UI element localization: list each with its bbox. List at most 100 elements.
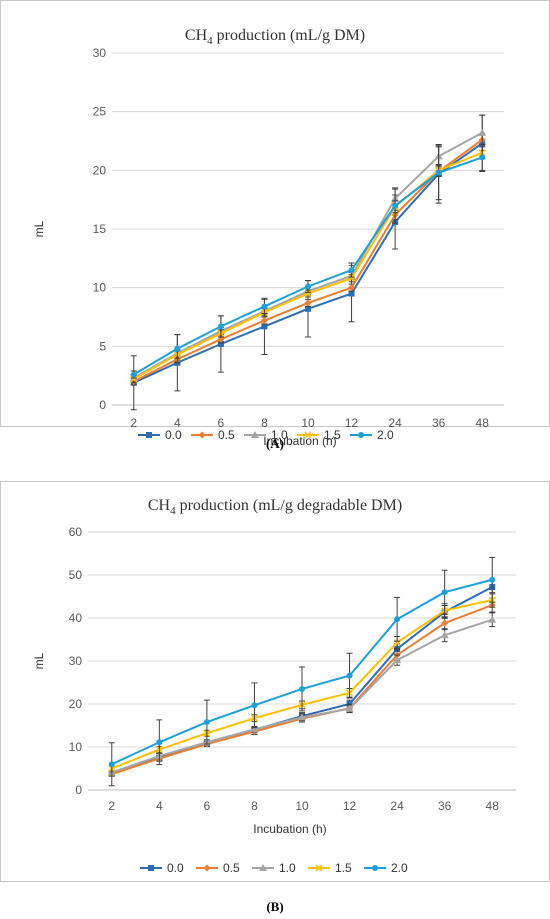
x-tick-label: 48 xyxy=(476,416,490,430)
data-point xyxy=(108,761,115,768)
legend-label: 0.5 xyxy=(218,428,235,442)
series-2.0 xyxy=(108,556,496,787)
data-point xyxy=(346,672,353,679)
y-tick-label: 30 xyxy=(69,654,83,668)
legend-label: 2.0 xyxy=(391,861,408,875)
data-point xyxy=(392,202,399,209)
panel-b-title: CH4 production (mL/g degradable DM) xyxy=(148,497,402,517)
legend-label: 1.5 xyxy=(335,861,352,875)
y-tick-label: 0 xyxy=(99,398,106,412)
data-point xyxy=(174,345,181,352)
data-point xyxy=(250,725,259,733)
data-point xyxy=(393,638,401,647)
data-point xyxy=(394,616,401,623)
legend: 0.0 0.5 1.0 1.5 2.0 xyxy=(138,428,394,442)
y-tick-label: 0 xyxy=(75,783,82,797)
data-point xyxy=(441,619,449,627)
data-point xyxy=(304,290,312,298)
y-tick-label: 20 xyxy=(69,697,83,711)
panel-b: CH4 production (mL/g degradable DM) mL 0… xyxy=(0,481,550,882)
x-tick-label: 12 xyxy=(343,799,357,813)
data-point xyxy=(260,317,268,325)
data-point xyxy=(348,267,355,274)
panel-a: CH4 production (mL/g DM) mL 0 5 10 15 20 25 30… xyxy=(0,0,550,448)
legend-item: 0.5 xyxy=(191,428,235,442)
data-point xyxy=(130,375,138,383)
legend-marker xyxy=(203,864,211,872)
data-point xyxy=(305,283,311,290)
data-point xyxy=(489,576,496,583)
y-tick-label: 10 xyxy=(93,281,107,295)
legend-label: 1.0 xyxy=(279,861,296,875)
legend-marker xyxy=(198,431,206,439)
data-point xyxy=(478,128,487,136)
x-tick-label: 36 xyxy=(438,799,452,813)
x-tick-label: 2 xyxy=(108,799,115,813)
legend-marker xyxy=(315,864,323,872)
x-tick-label: 48 xyxy=(486,799,500,813)
legend-label: 1.0 xyxy=(271,428,288,442)
y-tick-label: 10 xyxy=(69,740,83,754)
panel-b-frame xyxy=(0,481,550,882)
panel-b-x-axis-label: Incubation (h) xyxy=(253,822,326,836)
legend-label: 0.0 xyxy=(167,861,184,875)
legend-marker xyxy=(259,864,267,871)
y-tick-label: 30 xyxy=(93,46,107,60)
legend-marker xyxy=(146,432,152,438)
y-tick-label: 15 xyxy=(93,222,107,236)
y-tick-label: 60 xyxy=(69,525,83,539)
data-point xyxy=(345,704,354,712)
panel-b-label: (B) xyxy=(266,899,283,914)
x-tick-label: 4 xyxy=(156,799,163,813)
y-tick-label: 40 xyxy=(69,611,83,625)
legend-label: 1.5 xyxy=(324,428,341,442)
data-point xyxy=(251,702,258,709)
data-point xyxy=(217,340,224,347)
data-point xyxy=(203,719,210,726)
legend-label: 0.0 xyxy=(165,428,182,442)
legend-label: 0.5 xyxy=(223,861,240,875)
legend-marker xyxy=(372,865,378,871)
data-point xyxy=(348,284,356,292)
legend-item: 2.0 xyxy=(364,861,408,875)
data-point xyxy=(479,154,486,161)
data-point xyxy=(348,290,355,297)
x-tick-label: 2 xyxy=(130,416,137,430)
legend-item: 1.5 xyxy=(297,428,341,442)
legend-item: 1.0 xyxy=(252,861,296,875)
data-point xyxy=(130,371,137,378)
panel-b-y-axis-label: mL xyxy=(32,652,46,669)
legend-marker xyxy=(358,432,364,438)
data-point xyxy=(217,323,224,330)
legend-marker xyxy=(148,865,154,871)
legend-marker xyxy=(304,431,312,439)
y-tick-label: 5 xyxy=(99,339,106,353)
x-tick-label: 8 xyxy=(261,416,268,430)
data-point xyxy=(393,656,402,664)
x-tick-label: 36 xyxy=(432,416,446,430)
data-point xyxy=(217,335,225,343)
legend-item: 2.0 xyxy=(350,428,394,442)
legend-item: 0.0 xyxy=(140,861,184,875)
data-point xyxy=(298,713,306,721)
data-point xyxy=(304,299,312,307)
data-point xyxy=(348,274,356,282)
data-point xyxy=(261,323,268,330)
x-tick-label: 10 xyxy=(295,799,309,813)
x-tick-label: 4 xyxy=(174,416,181,430)
x-tick-label: 8 xyxy=(251,799,258,813)
y-tick-label: 50 xyxy=(69,568,83,582)
x-tick-label: 12 xyxy=(345,416,359,430)
x-tick-label: 6 xyxy=(204,799,211,813)
y-tick-label: 25 xyxy=(93,105,107,119)
data-point xyxy=(441,589,448,596)
legend-marker xyxy=(251,431,259,438)
legend-item: 1.5 xyxy=(308,861,352,875)
x-tick-label: 24 xyxy=(390,799,404,813)
legend-label: 2.0 xyxy=(377,428,394,442)
panel-a-label: (A) xyxy=(266,436,284,451)
data-point xyxy=(488,615,497,623)
